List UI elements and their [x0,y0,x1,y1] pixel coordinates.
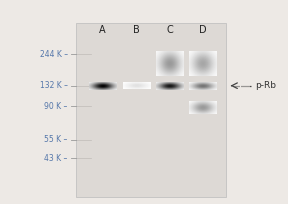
Text: B: B [133,24,140,35]
Text: 43 K –: 43 K – [44,154,68,163]
Text: 90 K –: 90 K – [44,102,68,111]
Text: D: D [199,24,207,35]
Text: p-Rb: p-Rb [255,81,276,90]
Text: A: A [99,24,106,35]
Text: 132 K –: 132 K – [40,81,68,90]
Text: 55 K –: 55 K – [44,135,68,144]
Bar [76,23,226,197]
Text: C: C [166,24,173,35]
Text: 244 K –: 244 K – [39,50,68,59]
